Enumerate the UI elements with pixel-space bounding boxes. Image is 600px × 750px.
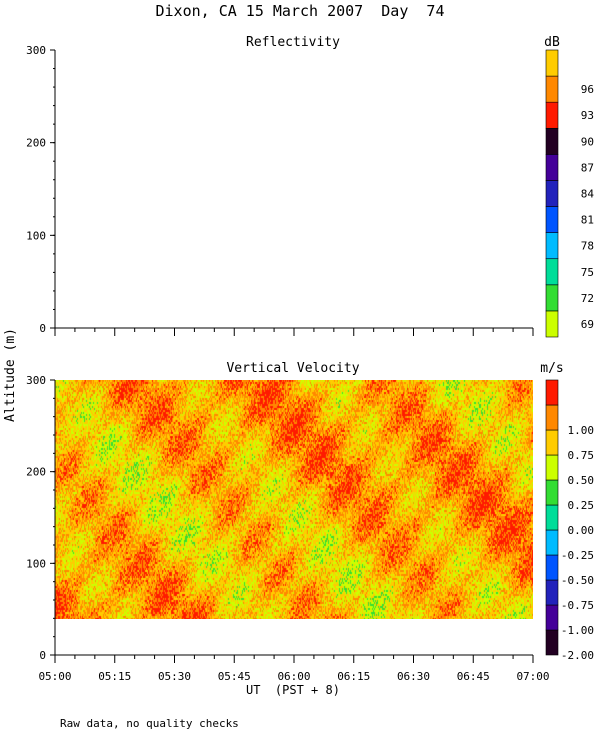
- colorbar-label: 96: [581, 83, 594, 96]
- footnote: Raw data, no quality checks: [60, 717, 239, 730]
- colorbar-segment: [545, 101, 559, 129]
- y-tick-label: 200: [26, 466, 46, 479]
- y-tick-label: 300: [26, 44, 46, 57]
- colorbar-label: 87: [581, 161, 594, 174]
- colorbar-segment: [545, 504, 559, 531]
- colorbar-segment: [545, 554, 559, 581]
- colorbar-segment: [545, 75, 559, 103]
- colorbar-label: 84: [581, 188, 595, 201]
- colorbar-segment: [545, 629, 559, 656]
- x-tick-label: 06:00: [277, 670, 310, 683]
- colorbar-segment: [545, 232, 559, 260]
- colorbar-label: 93: [581, 109, 594, 122]
- x-tick-label: 05:00: [38, 670, 71, 683]
- velocity-heatmap: [55, 380, 533, 619]
- x-tick-label: 06:45: [457, 670, 490, 683]
- colorbar-segment: [545, 604, 559, 631]
- colorbar-label: 0.25: [568, 499, 595, 512]
- colorbar-label: 72: [581, 292, 594, 305]
- colorbar-label: -0.50: [561, 574, 594, 587]
- colorbar-segment: [545, 310, 559, 338]
- plot-layer: 0 100 200 300 69 72 75 78 81 84 87 90 93 96 0 100 200 300…: [26, 44, 594, 683]
- colorbar-label: 0.75: [568, 449, 595, 462]
- colorbar-label: 81: [581, 214, 594, 227]
- colorbar-segment: [545, 579, 559, 606]
- y-tick-label: 100: [26, 557, 46, 570]
- colorbar-segment: [545, 529, 559, 556]
- colorbar-segment: [545, 479, 559, 506]
- y-axis-label: Altitude (m): [3, 328, 18, 422]
- colorbar-segment: [545, 379, 559, 406]
- x-tick-label: 05:15: [98, 670, 131, 683]
- colorbar-label: 78: [581, 240, 594, 253]
- colorbar-label: -1.00: [561, 624, 594, 637]
- colorbar-label: 69: [581, 318, 594, 331]
- figure-title: Dixon, CA 15 March 2007 Day 74: [156, 2, 445, 20]
- colorbar-segment: [545, 206, 559, 233]
- colorbar-segment: [545, 49, 559, 77]
- colorbar-segment: [545, 127, 559, 155]
- x-tick-label: 07:00: [516, 670, 549, 683]
- colorbar-label: -0.25: [561, 549, 594, 562]
- colorbar-segment: [545, 429, 559, 456]
- colorbar2-unit: m/s: [540, 361, 563, 376]
- x-tick-label: 06:30: [397, 670, 430, 683]
- y-tick-label: 100: [26, 229, 46, 242]
- colorbar-segment: [545, 154, 559, 181]
- colorbar-label: -0.75: [561, 599, 594, 612]
- colorbar-label: -2.00: [561, 649, 594, 662]
- colorbar-label: 0.00: [568, 524, 595, 537]
- y-tick-label: 300: [26, 374, 46, 387]
- colorbar-segment: [545, 284, 559, 312]
- colorbar-segment: [545, 180, 559, 207]
- colorbar1-unit: dB: [544, 35, 560, 50]
- y-tick-label: 200: [26, 137, 46, 150]
- colorbar-segment: [545, 258, 559, 286]
- colorbar-label: 1.00: [568, 424, 595, 437]
- colorbar-segment: [545, 404, 559, 431]
- x-tick-label: 05:30: [158, 670, 191, 683]
- colorbar-label: 75: [581, 266, 594, 279]
- panel2-title: Vertical Velocity: [226, 361, 359, 376]
- colorbar-label: 0.50: [568, 474, 595, 487]
- colorbar-label: 90: [581, 135, 594, 148]
- x-axis-label: UT (PST + 8): [246, 683, 340, 697]
- colorbar-segment: [545, 454, 559, 481]
- y-tick-label: 0: [39, 322, 46, 335]
- y-tick-label: 0: [39, 649, 46, 662]
- panel1-title: Reflectivity: [246, 35, 340, 50]
- x-tick-label: 05:45: [218, 670, 251, 683]
- x-tick-label: 06:15: [337, 670, 370, 683]
